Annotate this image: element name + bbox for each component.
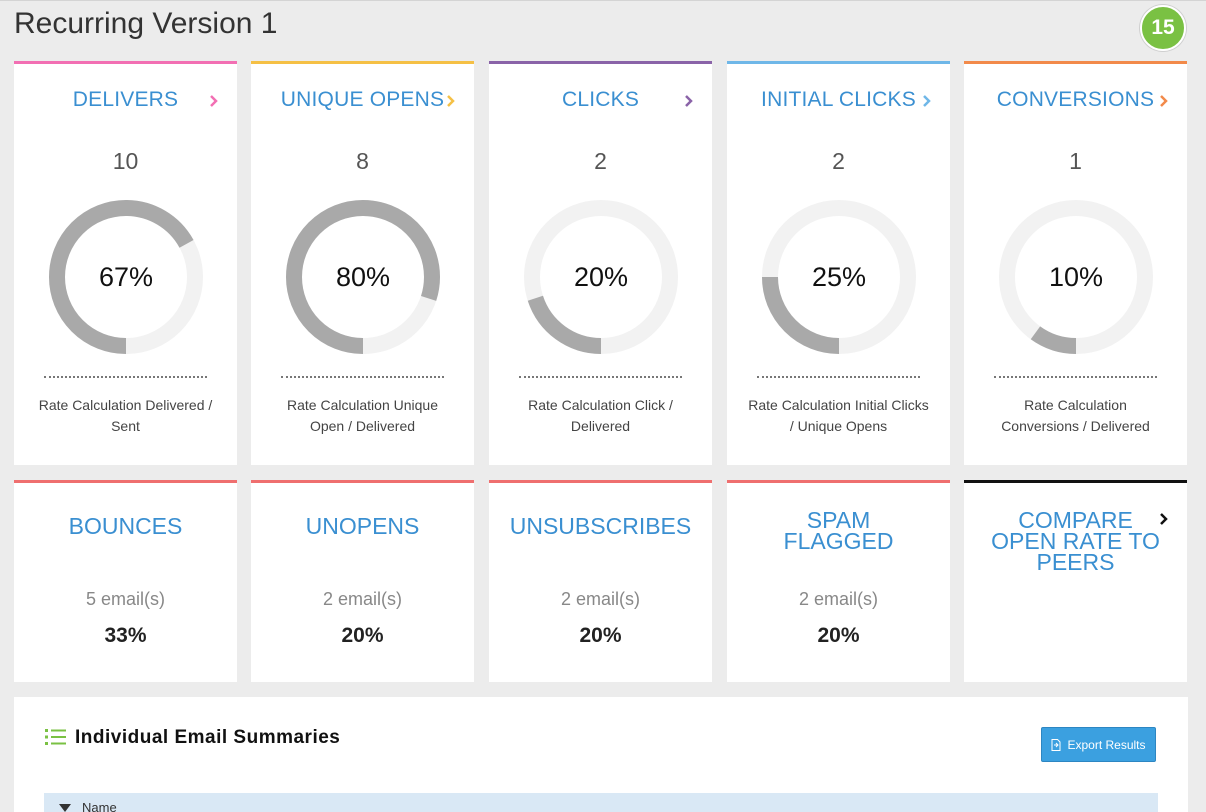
export-results-button[interactable]: Export Results <box>1041 727 1156 762</box>
panel-title: Individual Email Summaries <box>75 727 341 748</box>
stat-title-line: Flagged <box>783 528 894 554</box>
metric-count: 2 <box>594 148 607 174</box>
table-header: Name <box>44 793 1158 812</box>
divider <box>994 376 1157 378</box>
compare-peers-card[interactable]: Compare Open Rate to Peers <box>964 480 1187 682</box>
rate-calculation: Rate Calculation Unique Open / Delivered <box>287 397 438 434</box>
stat-title-line: Spam <box>806 507 871 533</box>
chevron-right-icon[interactable] <box>920 92 934 110</box>
donut-percent: 67% <box>98 261 154 292</box>
stat-title[interactable]: Unopens <box>305 513 420 539</box>
metric-count: 1 <box>1069 148 1082 174</box>
donut-percent: 20% <box>573 261 629 292</box>
list-icon <box>45 729 66 745</box>
card-title[interactable]: Clicks <box>561 88 640 111</box>
stat-emails: 2 email(s) <box>560 589 640 609</box>
divider <box>519 376 682 378</box>
card-title[interactable]: Conversions <box>996 88 1155 111</box>
stat-title[interactable]: Unsubscribes <box>509 513 692 539</box>
divider <box>44 376 207 378</box>
stat-emails: 2 email(s) <box>798 589 878 609</box>
donut-arc <box>524 200 678 354</box>
donut-percent: 10% <box>1048 261 1104 292</box>
spam-flagged-card[interactable]: Spam Flagged 2 email(s) 20% <box>727 480 950 682</box>
donut-chart: 25% <box>760 198 918 356</box>
chevron-right-icon[interactable] <box>444 92 458 110</box>
donut-chart: 67% <box>47 198 205 356</box>
card-title[interactable]: Initial Clicks <box>761 88 916 111</box>
stat-percent: 20% <box>579 624 622 647</box>
clicks-card[interactable]: Clicks 2 20% Rate Calculation Click / De… <box>489 61 712 465</box>
donut-chart: 80% <box>284 198 442 356</box>
donut-chart: 10% <box>997 198 1155 356</box>
stat-title[interactable]: Bounces <box>68 513 183 539</box>
email-summaries-panel: Individual Email Summaries Export Result… <box>14 697 1188 812</box>
metric-count: 10 <box>112 148 139 174</box>
stat-percent: 20% <box>817 624 860 647</box>
stat-percent: 20% <box>341 624 384 647</box>
compare-title[interactable]: Compare Open Rate to Peers <box>984 507 1167 575</box>
sort-icon[interactable] <box>58 803 72 812</box>
rate-calculation: Rate Calculation Delivered / Sent <box>38 397 213 434</box>
donut-percent: 80% <box>335 261 391 292</box>
rate-calculation: Rate Calculation Initial Clicks / Unique… <box>748 397 929 434</box>
stat-percent: 33% <box>104 624 147 647</box>
bounces-card[interactable]: Bounces 5 email(s) 33% <box>14 480 237 682</box>
card-title[interactable]: Unique Opens <box>280 88 445 111</box>
metric-count: 8 <box>356 148 369 174</box>
donut-percent: 25% <box>811 261 867 292</box>
donut-arc <box>286 200 440 354</box>
donut-arc <box>999 200 1153 354</box>
initial-clicks-card[interactable]: Initial Clicks 2 25% Rate Calculation In… <box>727 61 950 465</box>
unique-opens-card[interactable]: Unique Opens 8 80% Rate Calculation Uniq… <box>251 61 474 465</box>
divider <box>757 376 920 378</box>
donut-svg <box>49 200 203 354</box>
chevron-right-icon[interactable] <box>682 92 696 110</box>
chevron-right-icon[interactable] <box>1157 510 1171 528</box>
compare-title-line: Compare <box>1018 507 1133 533</box>
rate-calculation: Rate Calculation Click / Delivered <box>528 397 673 434</box>
donut-svg <box>524 200 678 354</box>
chevron-right-icon[interactable] <box>1157 92 1171 110</box>
stat-emails: 2 email(s) <box>322 589 402 609</box>
chevron-right-icon[interactable] <box>207 92 221 110</box>
unsubscribes-card[interactable]: Unsubscribes 2 email(s) 20% <box>489 480 712 682</box>
donut-svg <box>762 200 916 354</box>
unopens-card[interactable]: Unopens 2 email(s) 20% <box>251 480 474 682</box>
stat-title[interactable]: Spam Flagged <box>727 507 950 554</box>
compare-title-line: Open Rate to <box>991 528 1160 554</box>
divider <box>281 376 444 378</box>
page-title: Recurring Version 1 <box>14 7 278 40</box>
donut-arc <box>762 200 916 354</box>
donut-chart: 20% <box>522 198 680 356</box>
export-results-label: Export Results <box>1067 737 1146 752</box>
stat-emails: 5 email(s) <box>85 589 165 609</box>
card-title[interactable]: Delivers <box>72 88 179 111</box>
delivers-card[interactable]: Delivers 10 67% Rate Calculation Deliver… <box>14 61 237 465</box>
rate-calculation: Rate Calculation Conversions / Delivered <box>1001 397 1150 434</box>
count-badge: 15 <box>1140 5 1186 51</box>
metric-count: 2 <box>832 148 845 174</box>
compare-title-line: Peers <box>1036 549 1115 575</box>
file-export-icon <box>1051 738 1061 751</box>
donut-svg <box>286 200 440 354</box>
donut-arc <box>49 200 203 354</box>
donut-svg <box>999 200 1153 354</box>
conversions-card[interactable]: Conversions 1 10% Rate Calculation Conve… <box>964 61 1187 465</box>
column-header-name[interactable]: Name <box>82 800 117 812</box>
